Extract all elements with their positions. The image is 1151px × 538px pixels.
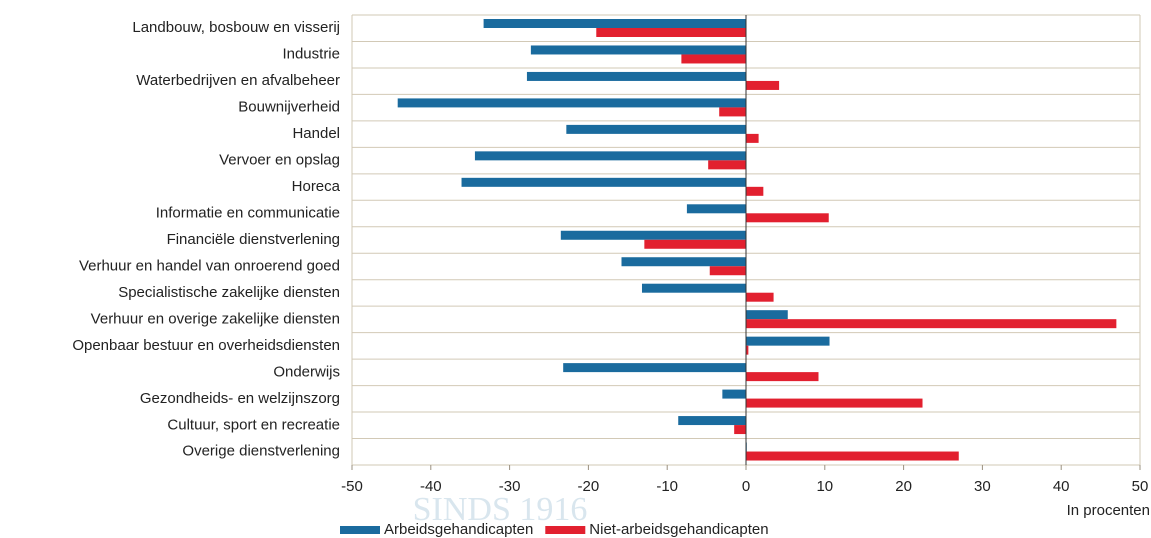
bar [722,389,746,399]
legend-label: Niet-arbeidsgehandicapten [589,521,768,538]
bar [596,28,746,37]
category-label: Handel [292,125,340,142]
category-label: Industrie [282,46,340,63]
bar [746,345,749,355]
x-tick-label: 30 [974,478,991,495]
category-label: Onderwijs [273,363,340,380]
bar [746,398,923,408]
bar [719,107,746,117]
bar [678,416,746,426]
bar [530,45,746,55]
category-label: Openbaar bestuur en overheidsdiensten [72,337,340,354]
category-label: Cultuur, sport en recreatie [167,416,340,433]
bar [621,257,746,267]
x-tick-label: -10 [656,478,678,495]
x-tick-label: 10 [816,478,833,495]
category-label: Financiële dienstverlening [167,231,340,248]
category-label: Bouwnijverheid [238,99,340,116]
category-label: Horeca [292,178,341,195]
x-tick-label: -50 [341,478,363,495]
bar [526,71,746,81]
category-label: Waterbedrijven en afvalbeheer [136,72,340,89]
bar [746,372,819,382]
bar [681,54,746,64]
x-tick-label: -30 [499,478,521,495]
x-tick-label: -20 [578,478,600,495]
legend-label: Arbeidsgehandicapten [384,521,533,538]
bar [483,19,746,28]
legend-swatch [340,526,380,534]
category-label: Vervoer en opslag [219,152,340,169]
watermark: SINDS 1916 [413,491,588,528]
category-label: Gezondheids- en welzijnszorg [140,390,340,407]
bar [563,363,746,373]
bar [746,133,759,143]
x-axis-label: In procenten [1067,502,1150,519]
bar [746,451,959,461]
x-tick-label: 0 [742,478,750,495]
category-label: Landbouw, bosbouw en visserij [132,19,340,36]
bar [644,239,746,249]
bar [474,151,746,161]
bar [560,230,746,240]
bar [746,80,780,90]
bar [746,186,764,196]
bar [686,204,746,214]
bar [708,160,746,170]
category-label: Verhuur en handel van onroerend goed [79,257,340,274]
x-tick-label: 50 [1132,478,1149,495]
bar [397,98,746,108]
x-tick-label: 20 [895,478,912,495]
bar [641,283,746,293]
category-label: Informatie en communicatie [156,204,340,221]
category-label: Specialistische zakelijke diensten [118,284,340,301]
bar [746,292,774,302]
bar [461,177,746,187]
category-label: Verhuur en overige zakelijke diensten [91,310,340,327]
bar [746,213,829,223]
bar [709,266,746,276]
x-tick-label: -40 [420,478,442,495]
bar [566,124,746,134]
bar [734,425,746,435]
x-tick-label: 40 [1053,478,1070,495]
category-label: Overige dienstverlening [182,443,340,460]
legend-swatch [545,526,586,534]
bar [746,336,830,346]
bar [746,310,788,320]
bar [746,319,1117,329]
